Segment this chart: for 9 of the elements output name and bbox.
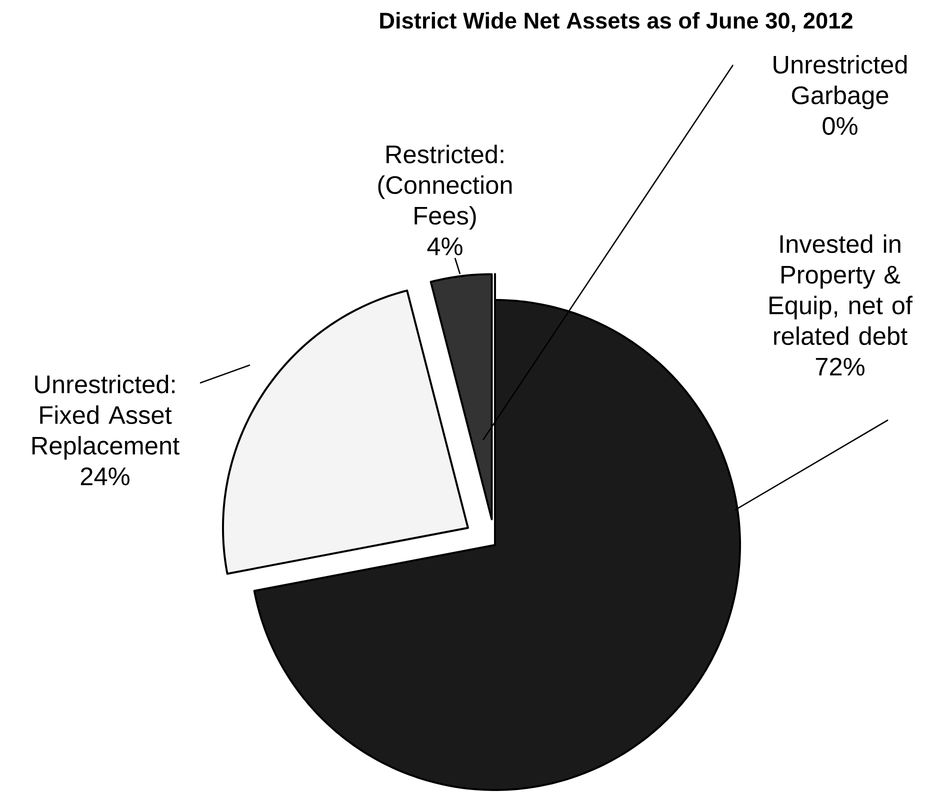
legend-label: Unrestricted: Fixed Asset Replacement — [32, 374, 180, 460]
data-label: 72% — [816, 358, 864, 376]
data-label: 4% — [427, 238, 462, 256]
text: 0% — [822, 117, 858, 135]
data-label: 24% — [80, 467, 130, 486]
slice-label: Restricted: (Connection Fees) — [378, 144, 512, 230]
chart-title: District Wide Net Assets as of June 30, 2012 — [380, 12, 852, 32]
category-label: Unrestricted Garbage — [774, 55, 907, 110]
slice-label: Invested in Property & Equip, net of related debt — [770, 234, 913, 346]
